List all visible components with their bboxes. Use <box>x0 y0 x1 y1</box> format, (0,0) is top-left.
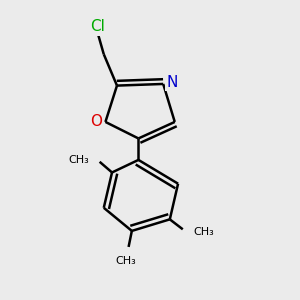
Text: Cl: Cl <box>90 19 105 34</box>
Text: CH₃: CH₃ <box>68 155 89 165</box>
Text: CH₃: CH₃ <box>193 227 214 237</box>
Text: N: N <box>167 75 178 90</box>
Text: CH₃: CH₃ <box>115 256 136 266</box>
Text: O: O <box>91 114 103 129</box>
